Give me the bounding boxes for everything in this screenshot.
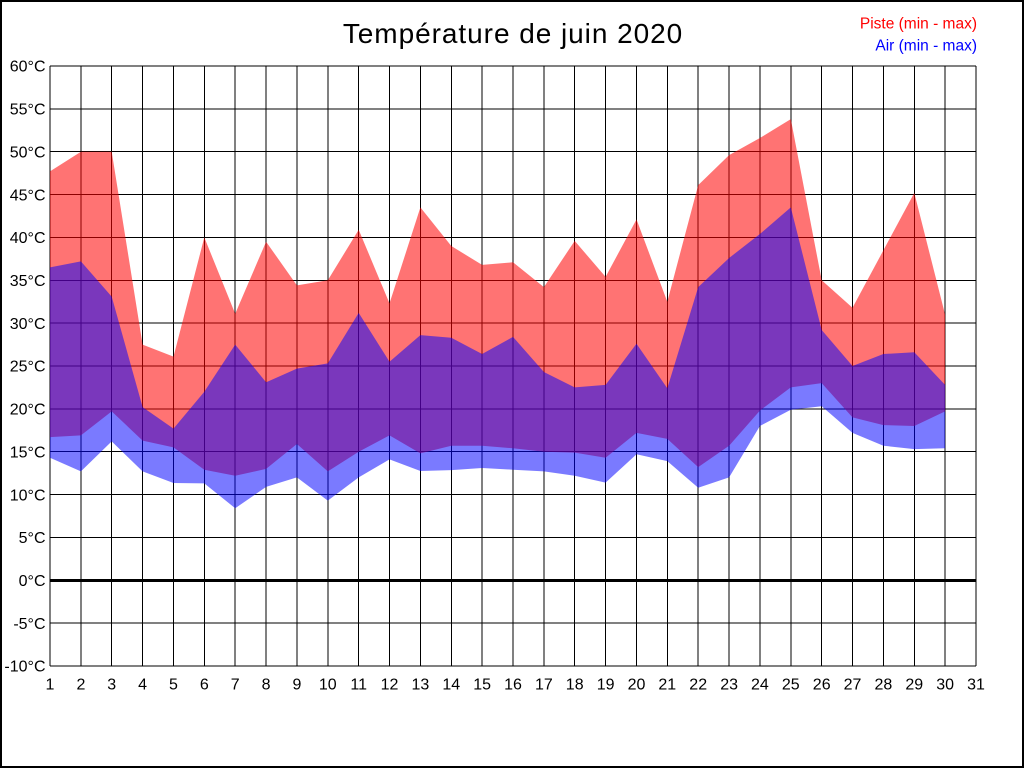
svg-text:40°C: 40°C	[10, 230, 46, 247]
svg-text:45°C: 45°C	[10, 187, 46, 204]
svg-text:30°C: 30°C	[10, 316, 46, 333]
svg-text:20: 20	[628, 677, 646, 694]
svg-text:5: 5	[169, 677, 178, 694]
svg-text:13: 13	[412, 677, 430, 694]
svg-text:21: 21	[658, 677, 676, 694]
svg-text:30: 30	[936, 677, 954, 694]
svg-text:24: 24	[751, 677, 769, 694]
svg-text:25: 25	[782, 677, 800, 694]
svg-text:31: 31	[967, 677, 985, 694]
svg-text:27: 27	[844, 677, 862, 694]
svg-text:11: 11	[350, 677, 367, 694]
svg-text:10°C: 10°C	[10, 487, 46, 504]
svg-text:19: 19	[597, 677, 615, 694]
svg-text:4: 4	[138, 677, 147, 694]
svg-text:25°C: 25°C	[10, 359, 46, 376]
svg-text:2: 2	[76, 677, 85, 694]
svg-text:0°C: 0°C	[19, 573, 46, 590]
svg-text:16: 16	[504, 677, 522, 694]
svg-text:18: 18	[566, 677, 584, 694]
svg-text:35°C: 35°C	[10, 273, 46, 290]
svg-text:15°C: 15°C	[10, 444, 46, 461]
svg-text:Température de juin 2020: Température de juin 2020	[343, 18, 683, 49]
svg-text:20°C: 20°C	[10, 402, 46, 419]
svg-text:28: 28	[875, 677, 893, 694]
svg-text:60°C: 60°C	[10, 59, 46, 76]
svg-text:Piste (min - max): Piste (min - max)	[860, 16, 977, 33]
svg-text:8: 8	[262, 677, 271, 694]
svg-text:17: 17	[535, 677, 553, 694]
svg-text:22: 22	[689, 677, 707, 694]
svg-text:1: 1	[46, 677, 55, 694]
svg-text:23: 23	[720, 677, 738, 694]
svg-text:9: 9	[292, 677, 301, 694]
svg-text:6: 6	[200, 677, 209, 694]
svg-text:7: 7	[231, 677, 240, 694]
svg-text:15: 15	[473, 677, 491, 694]
svg-text:26: 26	[813, 677, 831, 694]
svg-text:5°C: 5°C	[19, 530, 46, 547]
svg-text:-5°C: -5°C	[13, 616, 45, 633]
svg-text:29: 29	[905, 677, 923, 694]
svg-text:3: 3	[107, 677, 116, 694]
svg-text:55°C: 55°C	[10, 102, 46, 119]
svg-text:12: 12	[381, 677, 399, 694]
svg-text:-10°C: -10°C	[4, 659, 45, 676]
svg-text:Air (min - max): Air (min - max)	[875, 38, 977, 55]
svg-text:50°C: 50°C	[10, 144, 46, 161]
svg-text:14: 14	[442, 677, 460, 694]
svg-text:10: 10	[319, 677, 337, 694]
